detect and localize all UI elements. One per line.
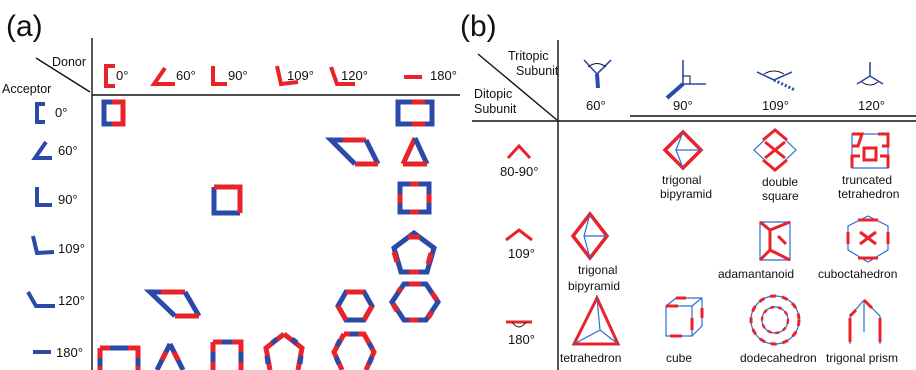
donor-icon-60 [150, 66, 175, 86]
tritopic-icon-60 [583, 59, 612, 89]
double-square-shape [753, 128, 797, 172]
tritopic-icon-120 [856, 62, 884, 86]
tritopic-label-line2: Subunit [516, 64, 559, 78]
acceptor-icon-109 [31, 235, 55, 256]
ditopic-label-line2: Subunit [474, 102, 517, 116]
donor-header-icons: 0° 60° 90° 109° 120° 180° [104, 64, 457, 88]
acceptor-row-icons: 0° 60° 90° 109° 120° 180° [26, 102, 85, 360]
dodecahedron-label: dodecahedron [740, 351, 817, 365]
panel-a-label: (a) [6, 10, 43, 43]
truncated-tetrahedron-label-b: tetrahedron [838, 187, 899, 201]
tritopic-header-icons: 60° 90° 109° 120° [583, 59, 885, 113]
cube-shape [665, 296, 704, 338]
panel-b-label: (b) [460, 10, 497, 43]
trigonal-bipyramid-label-1b: bipyramid [660, 187, 712, 201]
assembly-109-180-pentagon [391, 229, 437, 275]
acceptor-icon-120 [26, 291, 55, 308]
donor-icon-0 [104, 64, 115, 88]
ditopic-icon-109 [505, 228, 533, 242]
assembly-180-90-square [210, 339, 244, 370]
tritopic-icon-90 [665, 60, 706, 100]
tritopic-icon-109 [756, 70, 796, 92]
double-square-label-b: square [762, 189, 799, 203]
tritopic-angle-120: 120° [858, 98, 885, 113]
assembly-0-180-rectangle [395, 99, 435, 127]
acceptor-angle-120: 120° [58, 293, 85, 308]
trigonal-bipyramid-shape-2 [570, 211, 610, 261]
donor-angle-120: 120° [341, 68, 368, 83]
assembly-120-60-rhombus [143, 289, 202, 319]
tritopic-angle-90: 90° [673, 98, 693, 113]
acceptor-angle-109: 109° [58, 241, 85, 256]
corner-donor-label: Donor [52, 55, 86, 69]
trigonal-bipyramid-label-2a: trigonal [578, 263, 617, 277]
assembly-120-180-hexagon [388, 281, 442, 323]
donor-icon-90 [211, 66, 227, 86]
donor-icon-109 [275, 65, 299, 87]
cube-label: cube [666, 351, 692, 365]
panel-b-corner-diagonal [477, 53, 558, 121]
adamantanoid-shape [758, 220, 791, 262]
assembly-60-180-triangle [400, 136, 430, 167]
assembly-90-90-square [211, 184, 243, 216]
trigonal-prism-label: trigonal prism [826, 351, 898, 365]
acceptor-icon-0 [35, 102, 45, 124]
corner-diagonal [35, 57, 91, 93]
ditopic-icon-80-90 [506, 143, 532, 160]
trigonal-bipyramid-label-2b: bipyramid [568, 279, 620, 293]
polyhedra: trigonal bipyramid double square truncat… [560, 128, 899, 365]
acceptor-icon-60 [31, 140, 52, 160]
truncated-tetrahedron-shape [850, 132, 890, 169]
truncated-tetrahedron-label-a: truncated [842, 173, 892, 187]
donor-angle-90: 90° [228, 68, 248, 83]
assembly-0-0-square [101, 99, 126, 127]
corner-acceptor-label: Acceptor [2, 82, 51, 96]
trigonal-bipyramid-shape-1 [662, 129, 704, 171]
assembly-180-0-rectangle [97, 345, 141, 370]
acceptor-icon-90 [35, 187, 52, 207]
acceptor-angle-180: 180° [56, 345, 83, 360]
assembly-180-120-hexagon [331, 331, 377, 370]
donor-icon-120 [329, 66, 355, 86]
assembly-60-120-rhombus [324, 137, 381, 167]
acceptor-angle-60: 60° [58, 143, 78, 158]
acceptor-angle-90: 90° [58, 192, 78, 207]
ditopic-label-line1: Ditopic [474, 87, 512, 101]
donor-angle-0: 0° [116, 68, 128, 83]
assembly-120-120-hexagon [335, 289, 375, 323]
ditopic-angle-80-90: 80-90° [500, 164, 538, 179]
assembly-90-180-square [397, 181, 432, 215]
acceptor-angle-0: 0° [55, 105, 67, 120]
ditopic-angle-109: 109° [508, 246, 535, 261]
assembly-grid [97, 99, 442, 370]
cuboctahedron-shape [846, 215, 890, 263]
ditopic-angle-180: 180° [508, 332, 535, 347]
double-square-label-a: double [762, 175, 798, 189]
donor-angle-60: 60° [176, 68, 196, 83]
donor-angle-180: 180° [430, 68, 457, 83]
trigonal-prism-shape [848, 298, 882, 344]
cuboctahedron-label: cuboctahedron [818, 267, 897, 281]
assembly-180-60-triangle [154, 342, 186, 370]
dodecahedron-shape [749, 294, 801, 346]
tetrahedron-shape [571, 294, 621, 346]
tritopic-label-line1: Tritopic [508, 49, 549, 63]
donor-angle-109: 109° [287, 68, 314, 83]
adamantanoid-label: adamantanoid [718, 267, 794, 281]
tritopic-angle-109: 109° [762, 98, 789, 113]
tritopic-angle-60: 60° [586, 98, 606, 113]
trigonal-bipyramid-label-1a: trigonal [662, 173, 701, 187]
assembly-180-109-pentagon [263, 332, 305, 370]
ditopic-icon-180 [506, 320, 532, 328]
tetrahedron-label: tetrahedron [560, 351, 621, 365]
ditopic-row-icons: 80-90° 109° 180° [500, 143, 538, 347]
